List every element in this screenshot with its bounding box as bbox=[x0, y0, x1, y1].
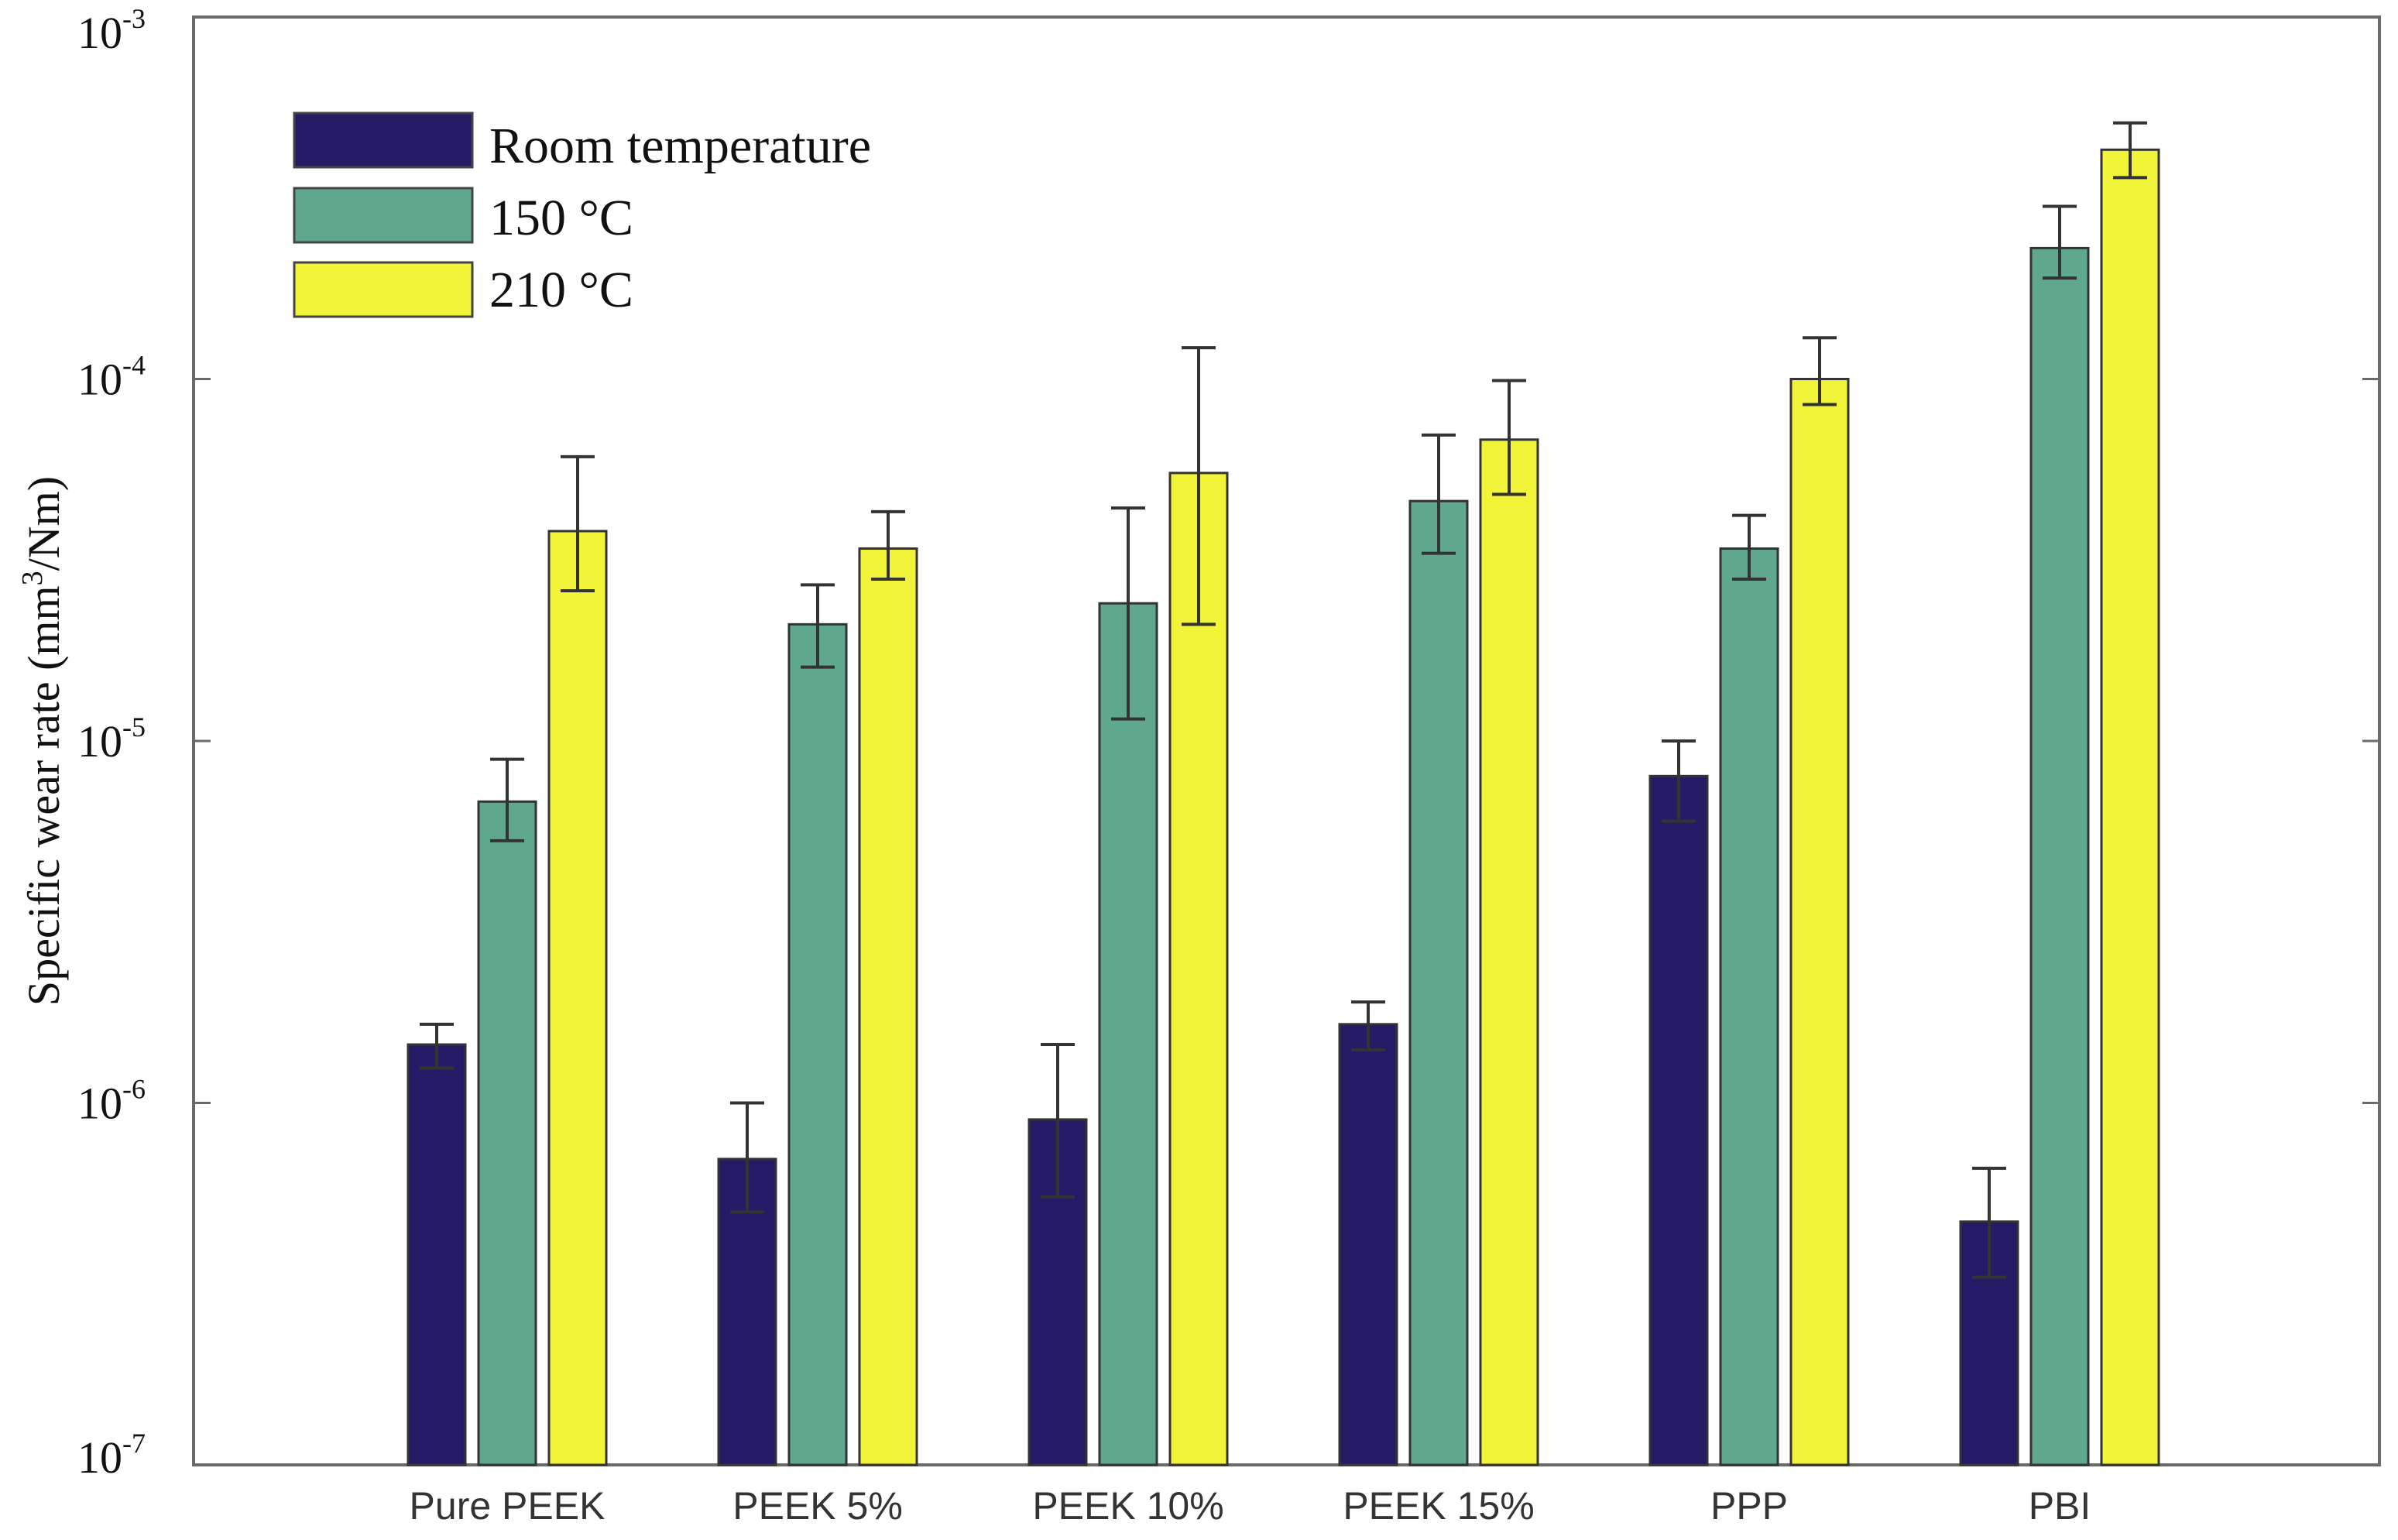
legend-swatch-210c bbox=[293, 261, 474, 318]
y-axis-title-main: Specific wear rate (mm bbox=[19, 585, 69, 1006]
y-tick-label: 10-5 bbox=[77, 712, 146, 767]
legend-label-150c: 150 °C bbox=[489, 190, 633, 246]
bar bbox=[858, 547, 918, 1466]
bar bbox=[1648, 774, 1709, 1466]
y-tick-exponent: -4 bbox=[122, 350, 146, 381]
y-tick-exponent: -3 bbox=[122, 3, 146, 34]
bar bbox=[787, 623, 848, 1466]
bar bbox=[407, 1043, 467, 1466]
bar bbox=[1098, 602, 1158, 1466]
bar bbox=[547, 530, 608, 1466]
y-tick-base: 10 bbox=[77, 8, 122, 58]
bars-group bbox=[407, 121, 2160, 1466]
bar bbox=[2029, 246, 2090, 1466]
y-tick-exponent: -5 bbox=[122, 712, 146, 743]
bar bbox=[1168, 472, 1229, 1466]
x-category-label: PBI bbox=[2029, 1484, 2091, 1528]
y-tick-label: 10-4 bbox=[77, 350, 146, 405]
bar bbox=[1479, 438, 1539, 1466]
y-tick-exponent: -7 bbox=[122, 1428, 146, 1459]
y-tick-base: 10 bbox=[77, 355, 122, 405]
y-tick-label: 10-7 bbox=[77, 1428, 146, 1483]
legend-label-210c: 210 °C bbox=[489, 262, 633, 318]
y-axis-title-end: /Nm) bbox=[19, 476, 69, 571]
y-tick-exponent: -6 bbox=[122, 1074, 146, 1105]
y-tick-label: 10-3 bbox=[77, 3, 146, 58]
legend-swatch-room-temperature bbox=[293, 111, 474, 169]
y-tick-label: 10-6 bbox=[77, 1074, 146, 1129]
bar bbox=[1408, 499, 1469, 1466]
bar bbox=[2100, 148, 2160, 1466]
y-axis-title-sup: 3 bbox=[16, 571, 49, 585]
legend-swatch-150c bbox=[293, 187, 474, 244]
bar bbox=[1719, 547, 1779, 1466]
y-axis: 10-310-410-510-610-7 bbox=[77, 3, 2379, 1483]
x-category-label: PEEK 15% bbox=[1343, 1484, 1534, 1528]
x-category-label: Pure PEEK bbox=[410, 1484, 606, 1528]
bar bbox=[477, 800, 537, 1466]
x-category-label: PPP bbox=[1710, 1484, 1788, 1528]
y-tick-base: 10 bbox=[77, 1432, 122, 1483]
y-axis-title: Specific wear rate (mm3/Nm) bbox=[16, 476, 69, 1006]
x-category-label: PEEK 10% bbox=[1032, 1484, 1223, 1528]
x-axis: Pure PEEK PEEK 5% PEEK 10% PEEK 15% PPP PBI bbox=[410, 1484, 2091, 1528]
x-category-label: PEEK 5% bbox=[732, 1484, 903, 1528]
bar bbox=[1338, 1023, 1398, 1466]
y-tick-base: 10 bbox=[77, 1079, 122, 1129]
y-tick-base: 10 bbox=[77, 716, 122, 767]
legend-label-room-temperature: Room temperature bbox=[489, 118, 871, 174]
bar bbox=[1789, 378, 1850, 1466]
legend: Room temperature 150 °C 210 °C bbox=[293, 111, 871, 318]
